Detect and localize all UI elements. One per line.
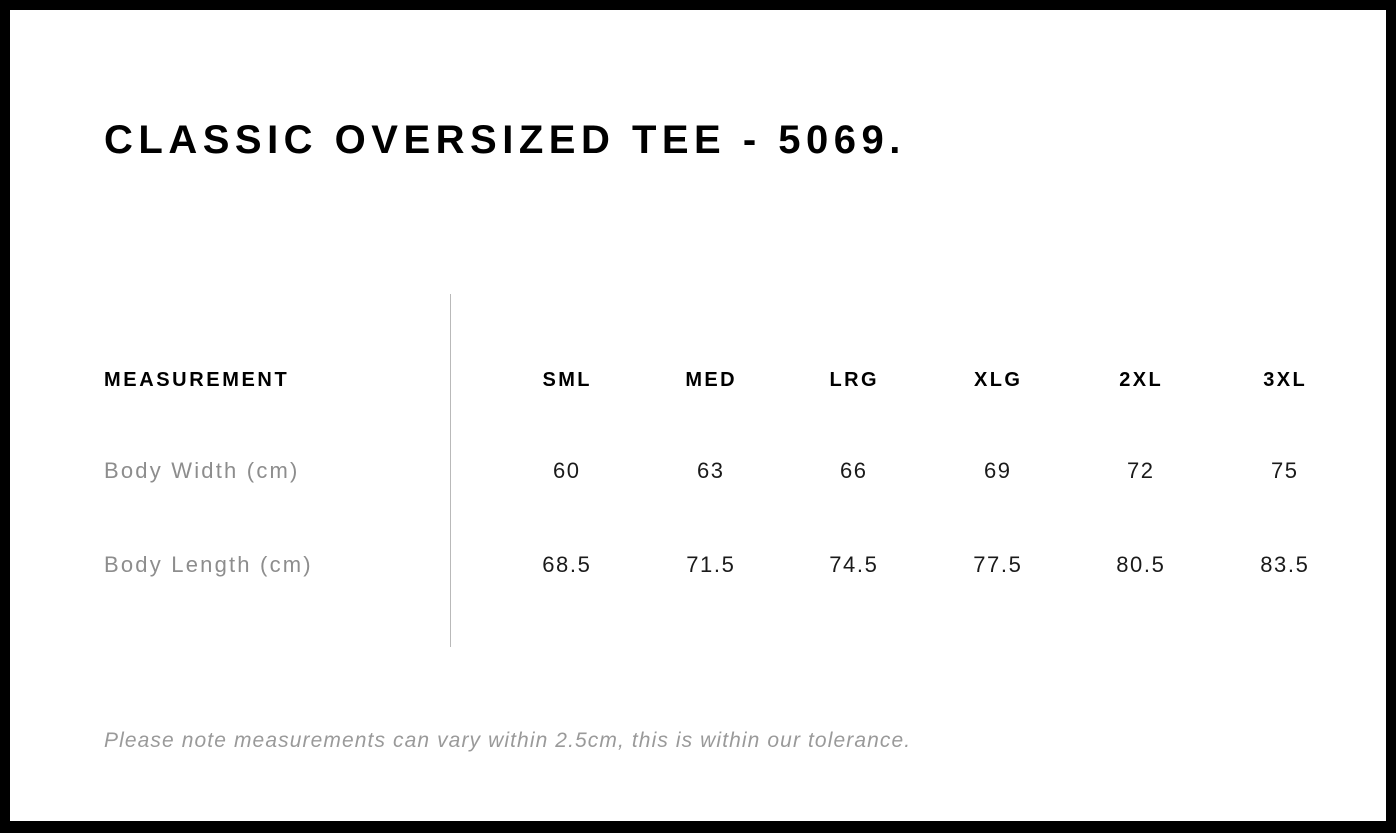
column-header-3xl: 3XL: [1263, 369, 1308, 391]
row-label-body-width: Body Width (cm): [104, 458, 300, 483]
cell-body-width-3xl: 75: [1270, 458, 1299, 483]
column-header-2xl: 2XL: [1119, 369, 1164, 391]
cell-body-length-lrg: 74.5: [829, 552, 879, 577]
cell-body-width-sml: 60: [552, 458, 581, 483]
cell-body-length-sml: 68.5: [542, 552, 592, 577]
column-header-lrg: LRG: [829, 369, 879, 391]
cell-body-length-2xl: 80.5: [1116, 552, 1166, 577]
page-title: CLASSIC OVERSIZED TEE - 5069.: [104, 118, 906, 162]
column-header-med: MED: [685, 369, 738, 391]
column-divider: [450, 294, 451, 647]
column-header-xlg: XLG: [974, 369, 1023, 391]
cell-body-length-xlg: 77.5: [973, 552, 1023, 577]
cell-body-width-med: 63: [696, 458, 725, 483]
table-header-row: MEASUREMENT SML MED LRG XLG 2XL 3XL: [10, 360, 1386, 400]
row-label-body-length: Body Length (cm): [104, 552, 313, 577]
tolerance-footnote: Please note measurements can vary within…: [104, 729, 912, 752]
column-header-measurement: MEASUREMENT: [104, 369, 290, 391]
table-row: Body Width (cm) 60 63 66 69 72 75: [10, 451, 1386, 491]
size-chart-table: MEASUREMENT SML MED LRG XLG 2XL 3XL Body…: [10, 10, 1386, 821]
cell-body-length-med: 71.5: [686, 552, 736, 577]
cell-body-width-xlg: 69: [983, 458, 1012, 483]
cell-body-width-2xl: 72: [1126, 458, 1155, 483]
size-chart-card: CLASSIC OVERSIZED TEE - 5069. MEASUREMEN…: [10, 10, 1386, 821]
cell-body-length-3xl: 83.5: [1260, 552, 1310, 577]
table-row: Body Length (cm) 68.5 71.5 74.5 77.5 80.…: [10, 545, 1386, 585]
cell-body-width-lrg: 66: [839, 458, 868, 483]
column-header-sml: SML: [542, 369, 592, 391]
